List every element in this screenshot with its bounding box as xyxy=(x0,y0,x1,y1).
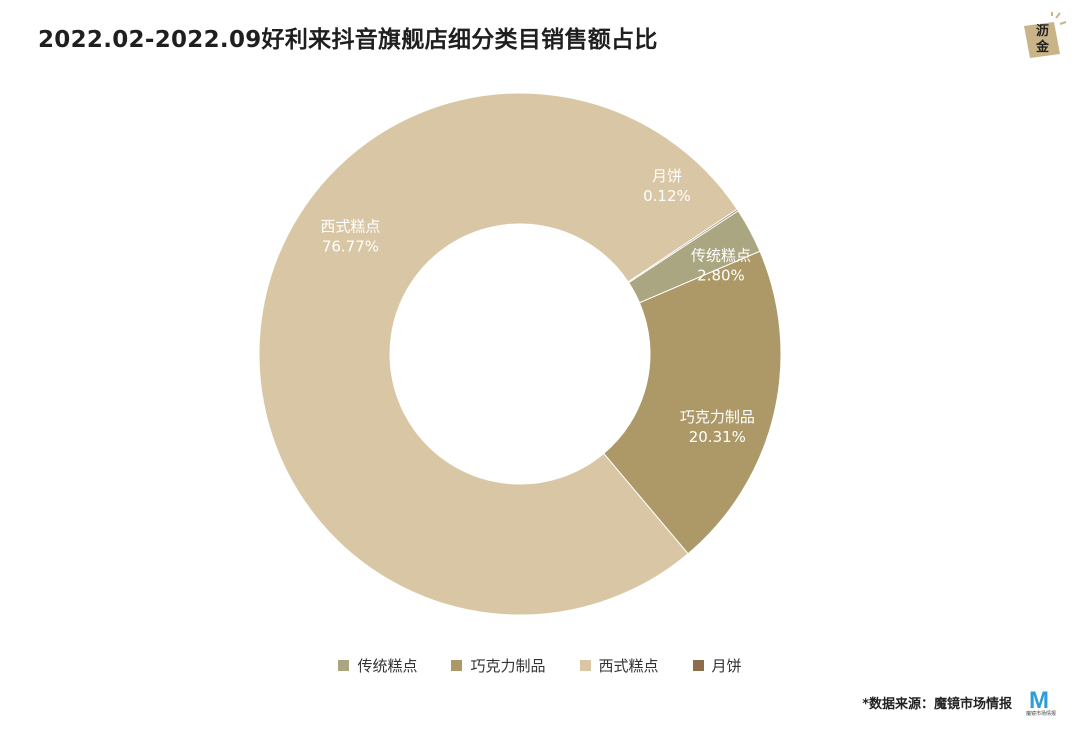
source-logo: M 魔镜市场情报 xyxy=(1026,687,1056,717)
legend-item-2[interactable]: 西式糕点 xyxy=(579,655,659,676)
slice-2 xyxy=(602,250,782,555)
slice-label-value-3: 76.77% xyxy=(322,237,379,255)
legend-item-3[interactable]: 月饼 xyxy=(692,655,742,676)
chart-title: 2022.02-2022.09好利来抖音旗舰店细分类目销售额占比 xyxy=(38,27,658,53)
slice-label-name-0: 月饼 xyxy=(652,167,682,185)
source-logo-subtext: 魔镜市场情报 xyxy=(1026,710,1056,717)
slice-labels: 月饼 0.12% 传统糕点 2.80% 巧克力制品 20.31% 西式糕点 76.77% xyxy=(320,167,754,446)
slice-3 xyxy=(258,92,738,616)
slice-label-value-1: 2.80% xyxy=(697,267,745,285)
brand-logo-shape xyxy=(1024,22,1060,58)
legend-label: 月饼 xyxy=(711,657,742,675)
legend-label: 巧克力制品 xyxy=(470,657,546,675)
source-logo-mark: M xyxy=(1029,687,1049,714)
slice-label-value-2: 20.31% xyxy=(689,428,746,446)
legend-label: 西式糕点 xyxy=(598,657,659,675)
slice-label-name-3: 西式糕点 xyxy=(320,217,380,235)
legend-swatch xyxy=(451,660,463,671)
brand-logo-text-1: 沥 xyxy=(1036,24,1049,39)
legend-swatch xyxy=(692,660,704,671)
brand-logo: 沥 金 xyxy=(1024,12,1067,58)
legend-item-0[interactable]: 传统糕点 xyxy=(338,655,417,676)
brand-logo-text-2: 金 xyxy=(1035,39,1050,55)
slice-label-name-2: 巧克力制品 xyxy=(680,408,755,426)
chart-legend: 传统糕点 巧克力制品 西式糕点 月饼 xyxy=(0,655,1080,676)
data-source: *数据来源：魔镜市场情报 xyxy=(862,697,1012,712)
slice-label-name-1: 传统糕点 xyxy=(691,247,751,265)
donut-slices xyxy=(258,92,782,616)
legend-item-1[interactable]: 巧克力制品 xyxy=(451,655,546,676)
legend-swatch xyxy=(338,660,350,671)
legend-label: 传统糕点 xyxy=(357,657,418,675)
slice-label-value-0: 0.12% xyxy=(643,187,691,205)
legend-swatch xyxy=(579,660,591,671)
